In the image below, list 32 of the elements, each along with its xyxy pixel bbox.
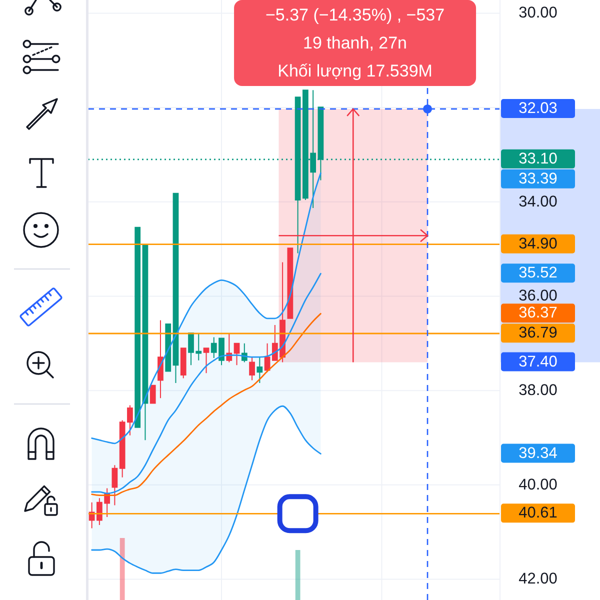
candlestick: [150, 384, 156, 404]
annotation: 19 thanh, 27n: [303, 34, 408, 52]
candlestick: [203, 348, 210, 374]
text: 35.52: [518, 264, 558, 282]
text: 37.40: [518, 353, 558, 370]
y-tick-label: 30.00: [518, 4, 558, 22]
y-tick-label: 40.00: [518, 476, 558, 494]
line-series: [91, 172, 322, 444]
candlestick: [256, 356, 263, 384]
candlestick: [158, 320, 164, 399]
ref-line-label: 34.90: [518, 235, 558, 252]
y-tick-label: 34.00: [518, 193, 558, 210]
line-series: [91, 312, 322, 496]
line-series: [91, 272, 322, 494]
line-series: [91, 405, 322, 574]
ref-line-label: 36.79: [518, 324, 558, 342]
y-tick-label: 38.00: [518, 382, 558, 400]
ref-line-label: 33.10: [518, 150, 558, 168]
text: 39.34: [518, 444, 558, 462]
text: 33.39: [518, 170, 558, 188]
annotation: Khối lượng 17.539M: [278, 62, 432, 80]
annotation: −5.37 (−14.35%) , −537: [265, 6, 445, 24]
candlestick: [249, 356, 255, 381]
ref-line-label: 40.61: [518, 504, 558, 522]
y-tick-label: 36.00: [518, 288, 558, 305]
candlestick: [112, 464, 118, 506]
candlestick: [180, 348, 186, 379]
candlestick: [134, 226, 141, 428]
candlestick: [234, 342, 240, 366]
text: 36.37: [518, 304, 558, 322]
ref-line-label: 32.03: [518, 100, 558, 117]
y-tick-label: 42.00: [518, 570, 558, 588]
